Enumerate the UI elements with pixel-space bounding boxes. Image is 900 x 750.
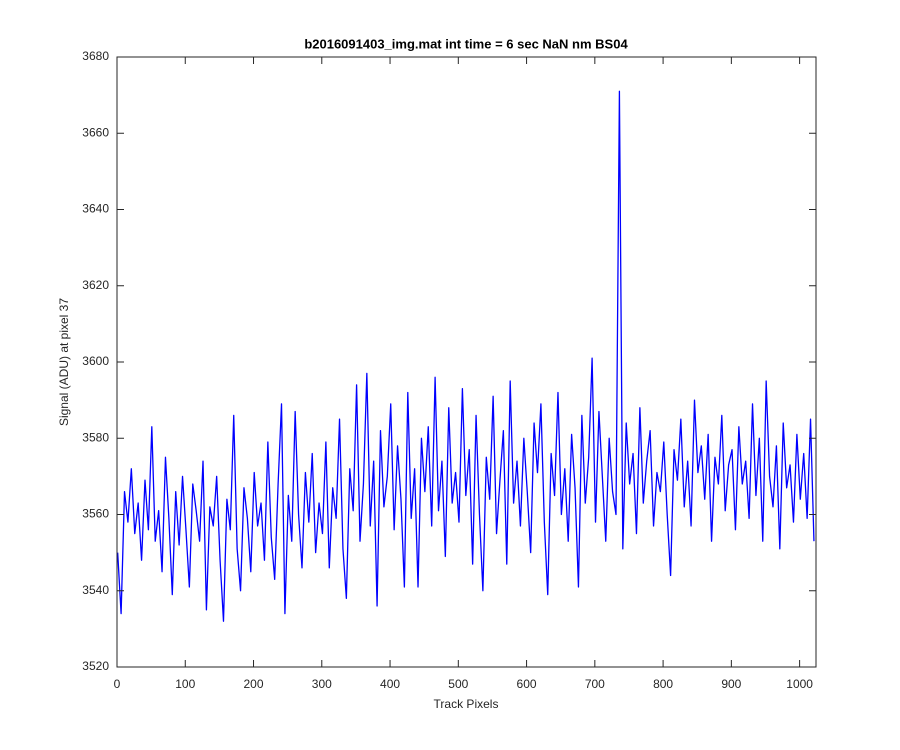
x-tick-label: 100 bbox=[175, 677, 195, 691]
x-tick-label: 200 bbox=[244, 677, 264, 691]
x-tick-label: 400 bbox=[380, 677, 400, 691]
x-tick-label: 300 bbox=[312, 677, 332, 691]
y-tick-label: 3640 bbox=[82, 202, 109, 216]
chart-title: b2016091403_img.mat int time = 6 sec NaN… bbox=[304, 36, 628, 51]
y-tick-label: 3660 bbox=[82, 125, 109, 139]
y-tick-label: 3580 bbox=[82, 430, 109, 444]
y-tick-label: 3540 bbox=[82, 583, 109, 597]
x-tick-label: 0 bbox=[114, 677, 121, 691]
y-tick-label: 3620 bbox=[82, 278, 109, 292]
x-tick-label: 600 bbox=[517, 677, 537, 691]
x-tick-label: 500 bbox=[448, 677, 468, 691]
x-tick-label: 700 bbox=[585, 677, 605, 691]
y-tick-label: 3680 bbox=[82, 49, 109, 63]
x-tick-label: 1000 bbox=[786, 677, 813, 691]
y-axis-label: Signal (ADU) at pixel 37 bbox=[57, 298, 71, 426]
y-tick-label: 3560 bbox=[82, 507, 109, 521]
x-tick-label: 900 bbox=[721, 677, 741, 691]
y-tick-label: 3520 bbox=[82, 659, 109, 673]
y-tick-label: 3600 bbox=[82, 354, 109, 368]
x-tick-label: 800 bbox=[653, 677, 673, 691]
data-line bbox=[117, 90, 815, 622]
x-axis-label: Track Pixels bbox=[434, 697, 499, 711]
